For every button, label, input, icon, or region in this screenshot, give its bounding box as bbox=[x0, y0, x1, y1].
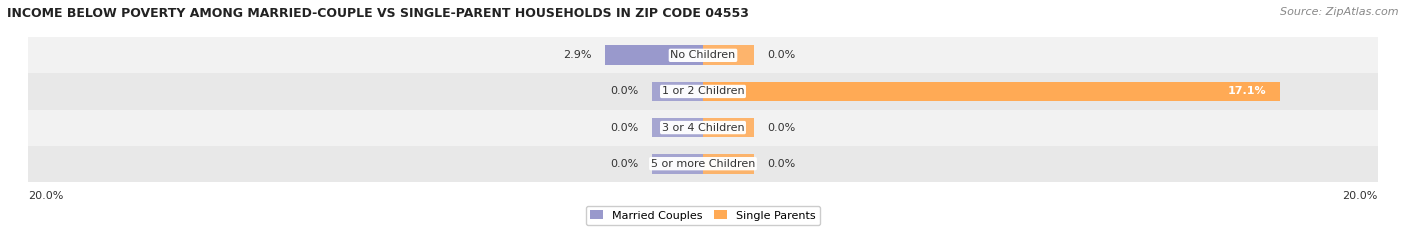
Text: 0.0%: 0.0% bbox=[610, 86, 638, 96]
Bar bbox=[652, 154, 703, 174]
Text: 3 or 4 Children: 3 or 4 Children bbox=[662, 123, 744, 133]
Text: 0.0%: 0.0% bbox=[610, 123, 638, 133]
Bar bbox=[703, 118, 754, 137]
Bar bbox=[28, 146, 1378, 182]
Text: 17.1%: 17.1% bbox=[1227, 86, 1267, 96]
Bar bbox=[28, 73, 1378, 110]
Legend: Married Couples, Single Parents: Married Couples, Single Parents bbox=[586, 206, 820, 225]
Bar bbox=[28, 37, 1378, 73]
Bar bbox=[703, 45, 754, 65]
Text: 0.0%: 0.0% bbox=[768, 159, 796, 169]
Text: 20.0%: 20.0% bbox=[1343, 191, 1378, 201]
Bar bbox=[28, 110, 1378, 146]
Bar bbox=[605, 45, 703, 65]
Text: 20.0%: 20.0% bbox=[28, 191, 63, 201]
Text: 0.0%: 0.0% bbox=[768, 123, 796, 133]
Text: INCOME BELOW POVERTY AMONG MARRIED-COUPLE VS SINGLE-PARENT HOUSEHOLDS IN ZIP COD: INCOME BELOW POVERTY AMONG MARRIED-COUPL… bbox=[7, 7, 749, 20]
Text: 1 or 2 Children: 1 or 2 Children bbox=[662, 86, 744, 96]
Text: No Children: No Children bbox=[671, 50, 735, 60]
Bar bbox=[703, 154, 754, 174]
Bar bbox=[703, 82, 1279, 101]
Text: 2.9%: 2.9% bbox=[564, 50, 592, 60]
Text: Source: ZipAtlas.com: Source: ZipAtlas.com bbox=[1281, 7, 1399, 17]
Text: 0.0%: 0.0% bbox=[768, 50, 796, 60]
Bar bbox=[652, 82, 703, 101]
Text: 5 or more Children: 5 or more Children bbox=[651, 159, 755, 169]
Text: 0.0%: 0.0% bbox=[610, 159, 638, 169]
Bar bbox=[652, 118, 703, 137]
